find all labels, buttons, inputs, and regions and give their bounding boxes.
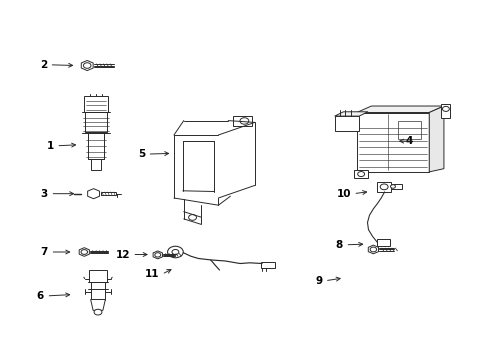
Circle shape	[155, 253, 161, 257]
Circle shape	[189, 215, 196, 220]
Polygon shape	[91, 300, 105, 310]
Text: 9: 9	[315, 276, 322, 286]
Text: 3: 3	[41, 189, 48, 199]
Text: 7: 7	[41, 247, 48, 257]
Bar	[91, 282, 105, 300]
Bar	[377, 239, 390, 246]
Polygon shape	[357, 106, 444, 112]
Bar	[233, 116, 252, 126]
Bar	[354, 170, 368, 178]
Bar	[335, 116, 359, 131]
Circle shape	[370, 247, 377, 252]
Text: 11: 11	[145, 269, 159, 279]
Circle shape	[240, 118, 249, 124]
Bar	[398, 121, 421, 139]
Circle shape	[81, 249, 88, 255]
Polygon shape	[429, 106, 444, 172]
Bar	[357, 112, 429, 172]
Bar	[101, 192, 116, 195]
Circle shape	[83, 63, 91, 68]
Bar	[85, 112, 107, 132]
Polygon shape	[81, 60, 93, 71]
Polygon shape	[368, 245, 378, 254]
Text: 12: 12	[115, 249, 130, 260]
Text: 8: 8	[336, 240, 343, 250]
Bar	[91, 159, 101, 170]
Text: 6: 6	[37, 291, 44, 301]
Circle shape	[94, 309, 102, 315]
Polygon shape	[153, 251, 163, 259]
Bar	[441, 104, 450, 118]
Polygon shape	[79, 248, 89, 256]
Circle shape	[391, 185, 395, 188]
Circle shape	[358, 171, 365, 177]
Bar	[89, 270, 107, 282]
Bar	[88, 132, 104, 159]
Text: 2: 2	[40, 60, 47, 70]
Circle shape	[442, 107, 449, 112]
Text: 1: 1	[47, 141, 54, 151]
Bar	[391, 184, 402, 189]
Circle shape	[168, 246, 183, 258]
Text: 5: 5	[138, 149, 145, 159]
Polygon shape	[335, 112, 368, 116]
Bar	[377, 182, 391, 192]
Text: 4: 4	[405, 136, 413, 146]
Circle shape	[172, 249, 179, 255]
Polygon shape	[88, 189, 99, 199]
Text: 10: 10	[336, 189, 351, 199]
Circle shape	[380, 184, 388, 190]
Bar	[84, 96, 108, 112]
Bar	[261, 262, 275, 268]
